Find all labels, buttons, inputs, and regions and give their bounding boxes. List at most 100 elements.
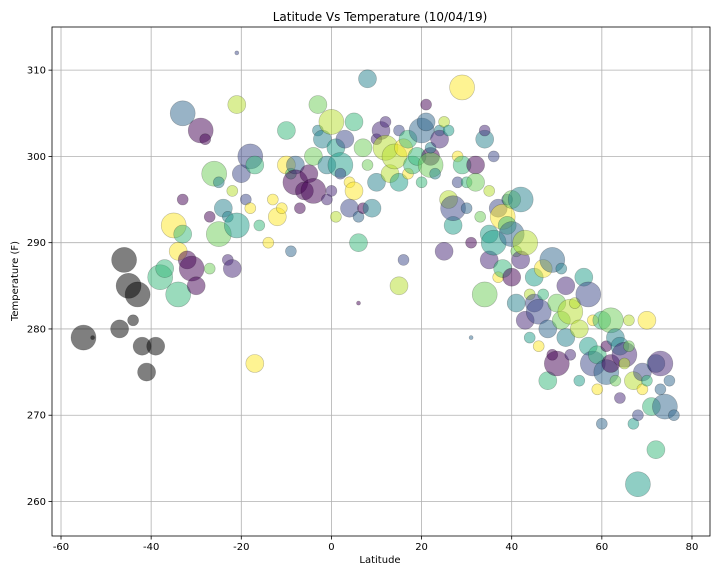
data-point	[110, 319, 129, 339]
data-point	[240, 193, 252, 206]
y-tick-label: 290	[27, 238, 46, 249]
data-point	[646, 440, 666, 460]
data-point	[137, 362, 156, 382]
data-point	[389, 276, 409, 296]
data-point	[538, 319, 558, 339]
data-point	[203, 211, 216, 223]
data-point	[178, 255, 205, 282]
data-point	[487, 150, 500, 163]
data-point	[308, 95, 328, 114]
x-tick-label: 60	[595, 542, 608, 553]
data-point	[169, 100, 196, 127]
x-tick-label: -20	[233, 542, 249, 553]
data-point	[609, 374, 622, 387]
data-point	[525, 298, 552, 325]
data-point	[186, 276, 206, 296]
data-point	[537, 288, 550, 301]
data-point	[512, 229, 539, 256]
data-point	[213, 176, 225, 189]
data-point	[575, 281, 602, 308]
data-point	[285, 245, 297, 258]
data-point	[146, 336, 165, 356]
data-point	[379, 116, 392, 128]
data-point	[449, 74, 475, 101]
data-points	[70, 50, 680, 498]
data-point	[429, 167, 441, 180]
data-point	[573, 374, 586, 387]
data-point	[335, 129, 355, 149]
x-tick-label: -60	[53, 542, 69, 553]
y-axis-label: Temperature (F)	[10, 241, 21, 322]
data-point	[397, 254, 410, 266]
data-point	[70, 324, 97, 351]
data-point	[234, 50, 240, 56]
data-point	[199, 133, 211, 145]
data-point	[416, 112, 436, 132]
data-point	[124, 281, 151, 308]
data-point	[155, 259, 174, 278]
data-point	[203, 262, 216, 275]
data-point	[344, 112, 364, 132]
data-point	[389, 173, 409, 192]
data-point	[253, 219, 266, 232]
data-point	[474, 211, 487, 223]
data-point	[523, 331, 536, 344]
data-point	[591, 383, 604, 396]
x-axis-label: Latitude	[359, 555, 400, 566]
chart-title: Latitude Vs Temperature (10/04/19)	[273, 10, 488, 24]
data-point	[111, 247, 137, 273]
data-point	[266, 193, 279, 206]
data-point	[358, 69, 377, 89]
data-point	[471, 281, 498, 308]
data-point	[275, 202, 288, 214]
data-point	[478, 124, 491, 137]
data-point	[277, 121, 296, 140]
data-point	[460, 202, 473, 214]
data-point	[556, 328, 576, 347]
data-point	[349, 233, 368, 252]
data-point	[245, 155, 265, 175]
data-point	[294, 202, 306, 214]
x-tick-label: 0	[328, 542, 334, 553]
data-point	[262, 236, 275, 249]
data-point	[466, 155, 485, 175]
data-point	[176, 193, 189, 206]
data-point	[595, 417, 608, 430]
x-tick-label: -40	[143, 542, 159, 553]
data-point	[625, 471, 651, 498]
data-point	[637, 310, 657, 330]
data-point	[623, 314, 635, 327]
data-point	[618, 357, 631, 370]
x-tick-label: 40	[505, 542, 518, 553]
data-point	[543, 350, 570, 377]
data-point	[507, 186, 534, 213]
data-point	[226, 185, 239, 197]
data-point	[356, 300, 361, 306]
data-point	[330, 211, 342, 223]
data-point	[224, 212, 250, 239]
data-point	[90, 335, 95, 340]
data-point	[223, 259, 242, 278]
y-axis-ticks: 260 270 280 290 300 310	[27, 66, 52, 508]
data-point	[483, 185, 496, 197]
data-point	[555, 262, 568, 275]
data-point	[361, 159, 374, 171]
data-point	[344, 181, 364, 201]
data-point	[556, 276, 576, 296]
data-point	[468, 335, 474, 340]
data-point	[623, 340, 635, 353]
data-point	[127, 314, 139, 327]
data-point	[334, 167, 347, 180]
y-tick-label: 280	[27, 324, 46, 335]
data-point	[663, 374, 676, 387]
data-point	[362, 198, 382, 218]
data-point	[654, 383, 667, 396]
y-tick-label: 300	[27, 152, 46, 163]
data-point	[465, 236, 477, 249]
data-point	[245, 354, 265, 373]
data-point	[597, 307, 624, 334]
data-point	[353, 138, 373, 158]
y-tick-label: 260	[27, 497, 46, 508]
plot-frame	[51, 26, 711, 537]
